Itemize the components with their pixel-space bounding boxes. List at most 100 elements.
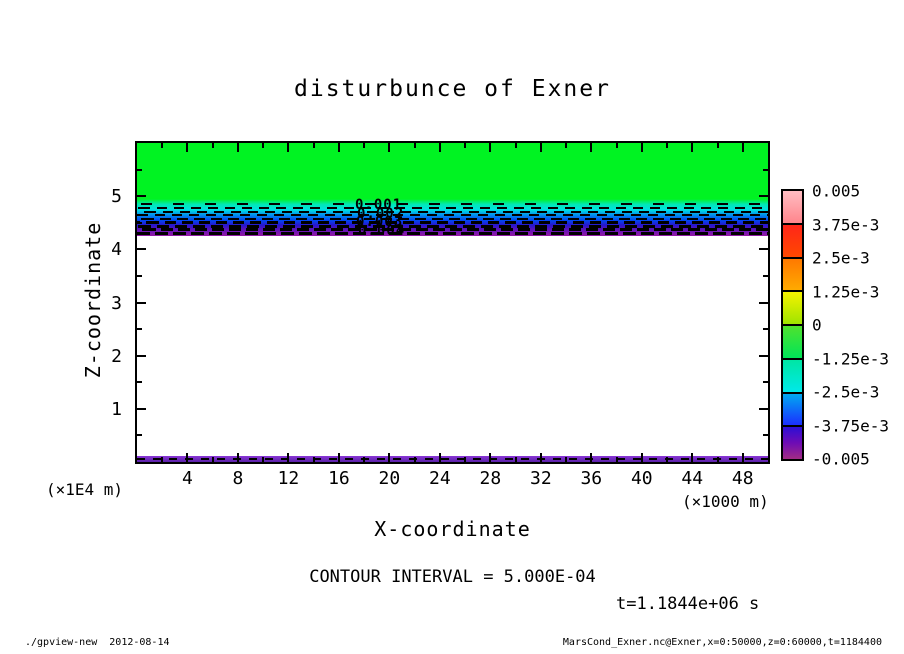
tick-mark [717, 143, 719, 148]
tick-mark [137, 328, 142, 330]
colorbar-value-label: -3.75e-3 [812, 416, 890, 435]
contour-dash-row [137, 214, 768, 216]
x-tick-label: 20 [378, 468, 401, 489]
tick-mark [137, 195, 146, 197]
tick-mark [641, 143, 643, 152]
tick-mark [338, 143, 340, 152]
colorbar-cell [783, 357, 802, 392]
colorbar-value-label: 0.005 [812, 181, 861, 201]
tick-mark [759, 302, 768, 304]
y-tick-label: 1 [111, 398, 122, 420]
colorbar-cell [783, 391, 802, 426]
tick-mark [759, 248, 768, 250]
tick-mark [641, 453, 643, 462]
tick-mark [540, 143, 542, 152]
contour-value-label: 0.001 [355, 197, 403, 213]
tick-mark [137, 381, 142, 383]
tick-mark [287, 453, 289, 462]
tick-mark [237, 453, 239, 462]
tick-mark [590, 143, 592, 152]
contour-dash-row [137, 224, 768, 228]
x-axis-unit: (×1000 m) [682, 492, 769, 511]
tick-mark [186, 453, 188, 462]
plot-title: disturbunce of Exner [294, 76, 611, 102]
tick-mark [262, 457, 264, 462]
tick-mark [212, 143, 214, 148]
tick-mark [186, 143, 188, 152]
x-tick-label: 8 [232, 468, 244, 489]
tick-mark [161, 143, 163, 148]
contour-value-label: 0.004 [358, 222, 406, 239]
tick-mark [363, 457, 365, 462]
tick-mark [414, 457, 416, 462]
colorbar-cell [783, 290, 802, 324]
x-tick-label: 28 [479, 468, 502, 489]
x-tick-label: 4 [182, 468, 193, 489]
tick-mark [763, 328, 768, 330]
x-tick-label: 48 [731, 468, 754, 489]
tick-mark [137, 408, 146, 410]
tick-mark [363, 143, 365, 148]
tick-mark [742, 453, 744, 462]
tick-mark [590, 453, 592, 462]
tick-mark [313, 457, 315, 462]
y-axis-unit: (×1E4 m) [46, 480, 124, 499]
tick-mark [237, 143, 239, 152]
tick-mark [388, 453, 390, 462]
surface-purple-strip [137, 456, 768, 462]
colorbar-value-label: 2.5e-3 [812, 248, 870, 268]
colorbar [781, 189, 804, 461]
tick-mark [439, 453, 441, 462]
tick-mark [565, 143, 567, 148]
x-tick-label: 36 [580, 468, 603, 489]
tick-mark [763, 434, 768, 436]
time-text: t=1.1844e+06 s [616, 594, 760, 614]
colorbar-value-label: -0.005 [812, 449, 870, 469]
y-tick-label: 2 [111, 345, 122, 367]
x-axis-label: X-coordinate [374, 517, 531, 541]
y-tick-label: 5 [111, 186, 122, 208]
tick-mark [763, 222, 768, 224]
field-green-region [137, 143, 768, 200]
tick-mark [666, 457, 668, 462]
plot-area: 0.001 0.002 0.003 0.004 [135, 141, 770, 464]
tick-mark [515, 457, 517, 462]
colorbar-cell [783, 324, 802, 358]
x-tick-label: 32 [529, 468, 552, 489]
tick-mark [161, 457, 163, 462]
tick-mark [212, 457, 214, 462]
colorbar-cell [783, 222, 802, 257]
contour-dash-row [137, 228, 768, 231]
tick-mark [616, 457, 618, 462]
tick-mark [137, 222, 142, 224]
y-tick-label: 4 [111, 239, 122, 261]
tick-mark [287, 143, 289, 152]
tick-mark [262, 143, 264, 148]
y-tick-label: 3 [111, 292, 122, 314]
tick-mark [338, 453, 340, 462]
tick-mark [691, 453, 693, 462]
colorbar-value-label: 3.75e-3 [812, 215, 880, 234]
tick-mark [759, 355, 768, 357]
x-tick-label: 12 [277, 468, 300, 489]
colorbar-value-label: 0 [812, 315, 822, 335]
tick-mark [137, 169, 142, 171]
tick-mark [565, 457, 567, 462]
tick-mark [742, 143, 744, 152]
contour-value-label: 0.002 [357, 205, 405, 222]
tick-mark [489, 453, 491, 462]
x-tick-label: 24 [429, 468, 451, 489]
contour-dash-row [137, 207, 768, 209]
surface-dashed-contour [137, 458, 768, 460]
tick-mark [439, 143, 441, 152]
tick-mark [137, 434, 142, 436]
tick-mark [137, 302, 146, 304]
tick-mark [616, 143, 618, 148]
contour-dash-row [137, 231, 768, 235]
tick-mark [540, 453, 542, 462]
y-axis-label: Z-coordinate [81, 221, 105, 379]
tick-mark [414, 143, 416, 148]
tick-mark [137, 355, 146, 357]
contour-value-label: 0.003 [356, 214, 404, 230]
footer-file-text: MarsCond_Exner.nc@Exner,x=0:50000,z=0:60… [562, 637, 882, 648]
